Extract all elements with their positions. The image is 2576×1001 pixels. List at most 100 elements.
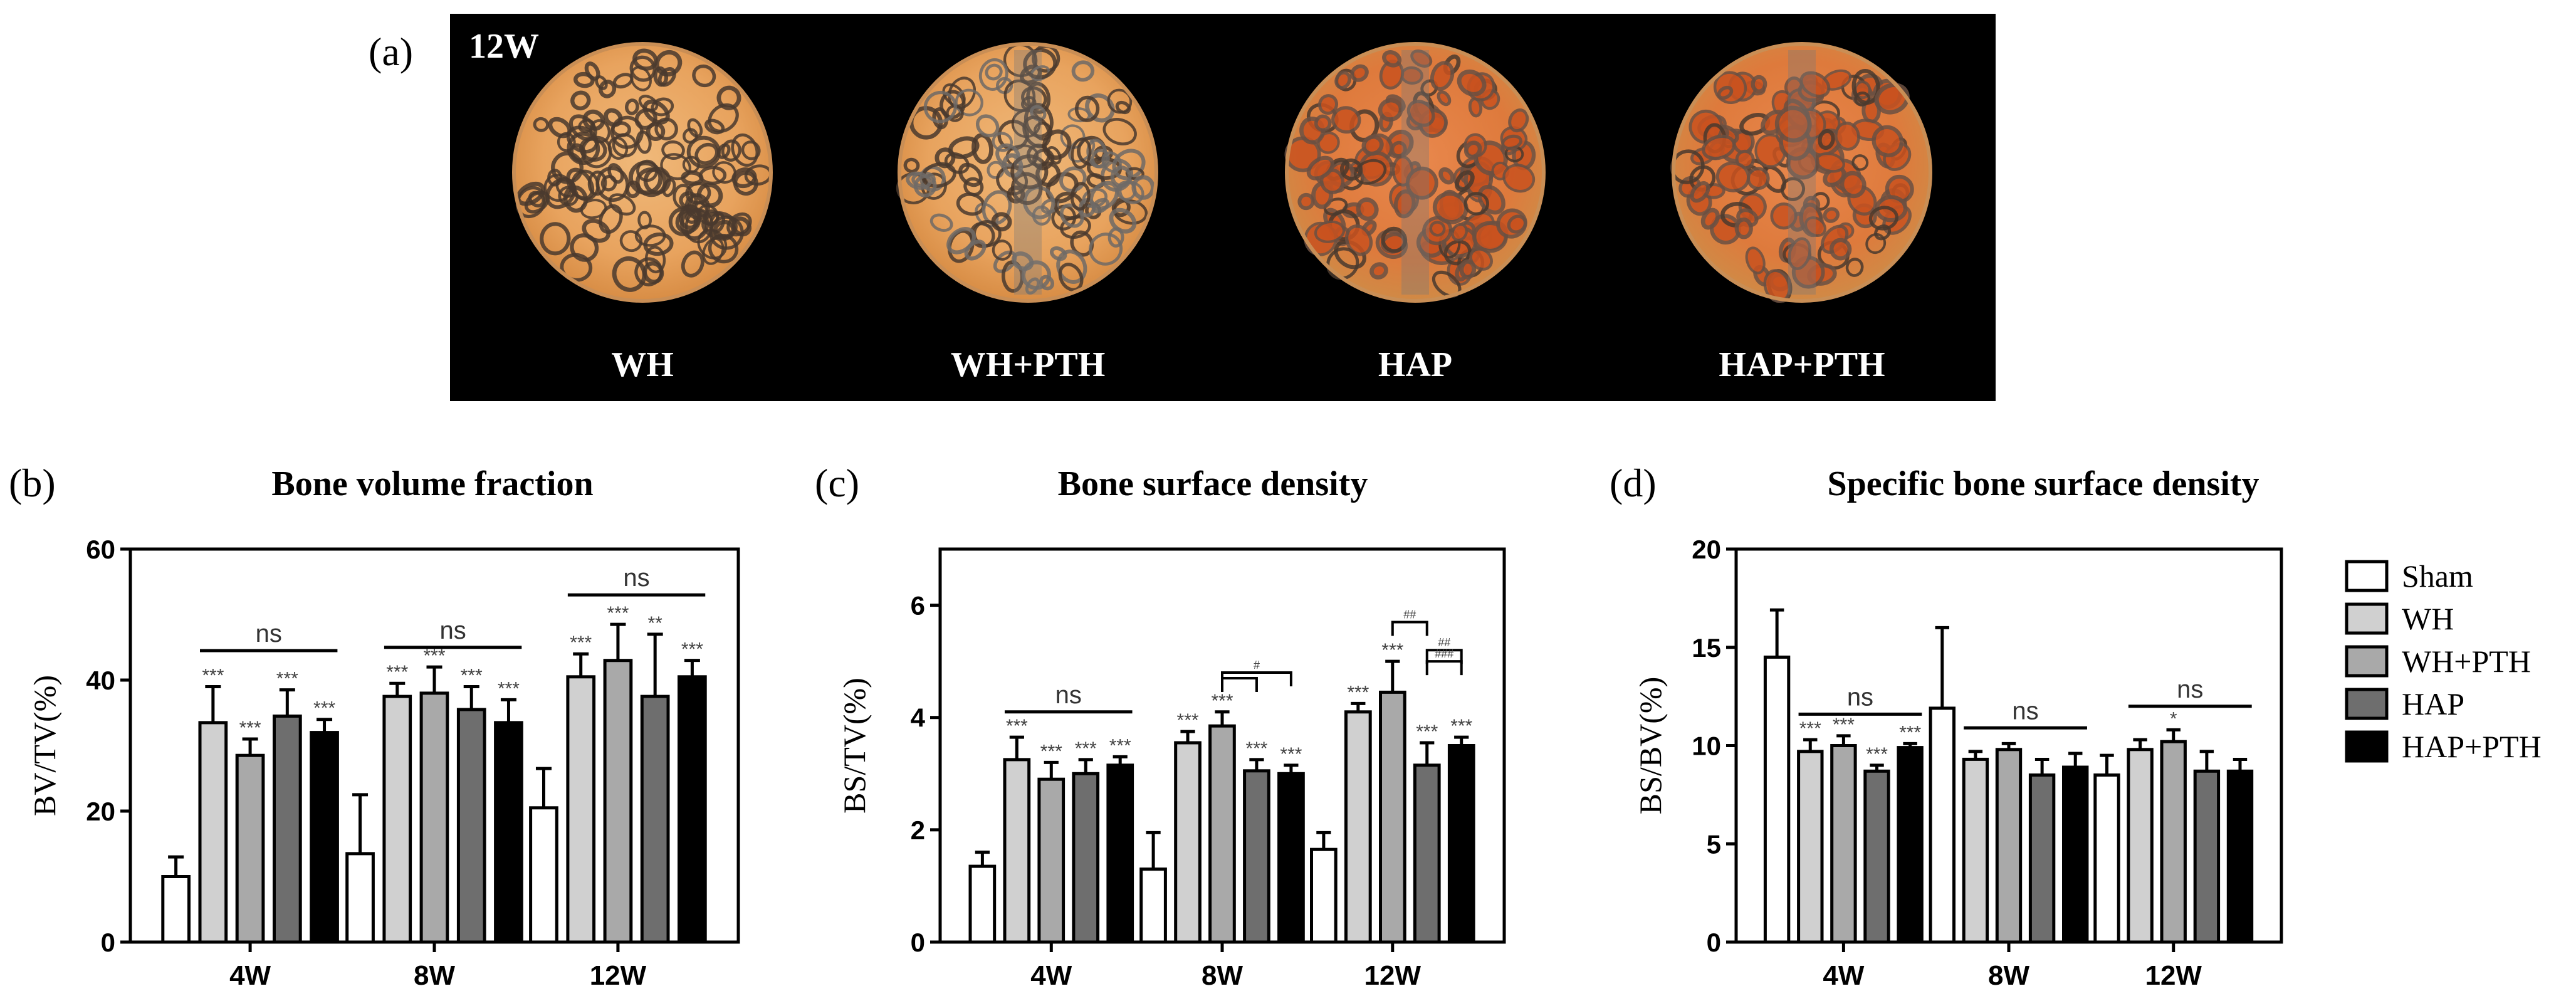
trabecula bbox=[582, 219, 611, 243]
legend-swatch bbox=[2345, 560, 2389, 592]
significance-mark: *** bbox=[313, 698, 335, 719]
trabecula bbox=[637, 211, 652, 229]
bar bbox=[1379, 690, 1406, 944]
significance-mark: *** bbox=[1006, 716, 1028, 736]
y-tick-label: 6 bbox=[911, 591, 925, 621]
trabecula bbox=[1356, 197, 1379, 221]
trabecula bbox=[1410, 50, 1433, 68]
trabecula bbox=[1023, 48, 1057, 80]
bar bbox=[198, 721, 228, 944]
bar bbox=[456, 708, 486, 944]
trabecula bbox=[1459, 259, 1477, 280]
significance-mark: *** bbox=[570, 632, 592, 653]
bar bbox=[1037, 777, 1065, 944]
legend-entry: Sham bbox=[2345, 558, 2473, 594]
trabecula bbox=[1717, 85, 1734, 100]
trabecula bbox=[638, 95, 659, 112]
trabecula bbox=[1751, 75, 1767, 93]
bar-charts: (b) Bone volume fraction0204060BV/TV(%)4W… bbox=[9, 461, 2283, 991]
trabecula bbox=[1690, 181, 1710, 203]
trabecula bbox=[1102, 118, 1137, 145]
trabecula bbox=[573, 71, 595, 88]
disc-seam bbox=[1401, 50, 1429, 295]
disc-rim bbox=[898, 42, 1158, 303]
legend-swatch bbox=[2345, 730, 2389, 763]
trabecula bbox=[1339, 158, 1363, 181]
trabecula bbox=[955, 88, 983, 117]
trabecula bbox=[929, 213, 953, 232]
trabecula bbox=[1405, 166, 1438, 200]
significance-mark: *** bbox=[1416, 721, 1438, 742]
trabecula bbox=[1463, 140, 1482, 159]
trabecula bbox=[589, 119, 611, 144]
significance-mark: *** bbox=[607, 603, 629, 624]
trabecula bbox=[634, 224, 666, 247]
bar bbox=[1863, 769, 1890, 944]
chart-title: Specific bone surface density bbox=[1827, 464, 2259, 503]
significance-mark: *** bbox=[1211, 691, 1233, 711]
significance-mark: *** bbox=[202, 665, 224, 686]
trabecula bbox=[978, 58, 1008, 91]
bar bbox=[161, 875, 191, 944]
y-tick-label: 10 bbox=[1692, 731, 1721, 761]
bar bbox=[1344, 710, 1372, 944]
panel-letter: (d) bbox=[1610, 461, 1657, 505]
trabecula bbox=[1437, 90, 1452, 107]
y-tick-label: 0 bbox=[101, 928, 115, 957]
y-tick-label: 5 bbox=[1707, 829, 1721, 859]
trabecula bbox=[1834, 122, 1860, 151]
trabecula bbox=[1823, 207, 1840, 223]
trabecula bbox=[634, 257, 663, 286]
trabecula bbox=[712, 161, 736, 184]
comparison-bracket bbox=[1391, 621, 1428, 636]
bar bbox=[1072, 772, 1100, 944]
trabecula bbox=[580, 199, 607, 219]
trabecula bbox=[687, 118, 703, 138]
trabecula bbox=[1804, 216, 1826, 238]
y-axis-label: BS/BV(%) bbox=[1633, 677, 1668, 814]
trabecula bbox=[1715, 161, 1751, 192]
trabecula bbox=[1429, 221, 1446, 237]
trabecula bbox=[1032, 148, 1055, 170]
y-tick-label: 2 bbox=[911, 815, 925, 845]
trabecula bbox=[995, 76, 1013, 95]
trabecula bbox=[1344, 224, 1373, 256]
trabecula bbox=[1451, 223, 1469, 242]
bar bbox=[640, 694, 670, 944]
trabecula bbox=[630, 66, 652, 92]
trabecula bbox=[1840, 170, 1867, 199]
trabecula bbox=[551, 151, 584, 184]
bar bbox=[2028, 773, 2056, 944]
trabecula bbox=[540, 222, 571, 256]
trabecula bbox=[1067, 107, 1091, 123]
trabecula bbox=[1071, 137, 1092, 169]
trabecula bbox=[1331, 106, 1361, 134]
sample-disc-hap-plus-pth: HAP+PTH bbox=[1670, 42, 1932, 384]
bar bbox=[419, 691, 449, 944]
trabecula bbox=[566, 125, 599, 154]
trabecula bbox=[1059, 166, 1087, 192]
trabecula bbox=[1058, 263, 1084, 292]
sample-disc-wh-plus-pth: WH+PTH bbox=[896, 42, 1158, 384]
sample-label: HAP+PTH bbox=[1719, 345, 1885, 384]
trabecula bbox=[612, 256, 647, 292]
disc-texture bbox=[515, 48, 773, 292]
trabecula bbox=[1508, 108, 1529, 133]
trabecula bbox=[635, 167, 668, 197]
trabecula bbox=[964, 239, 987, 261]
trabecula bbox=[624, 98, 639, 115]
legend: Sham WH WH+PTH HAP HAP+PTH bbox=[2345, 558, 2542, 764]
trabecula bbox=[1071, 60, 1095, 82]
chart-bv-tv: (b) Bone volume fraction 0 20 40 60 BV/TV(%) 4W… bbox=[9, 461, 740, 991]
trabecula bbox=[713, 219, 736, 241]
significance-mark: *** bbox=[386, 662, 408, 683]
x-tick-label: 4W bbox=[229, 960, 271, 991]
x-tick-label: 8W bbox=[1202, 960, 1243, 991]
trabecula bbox=[923, 90, 957, 123]
bar bbox=[235, 753, 265, 944]
bar bbox=[1763, 655, 1791, 944]
bar bbox=[1003, 758, 1031, 944]
trabecula bbox=[1003, 79, 1036, 112]
significance-mark: *** bbox=[276, 669, 298, 689]
trabecula bbox=[731, 133, 759, 167]
